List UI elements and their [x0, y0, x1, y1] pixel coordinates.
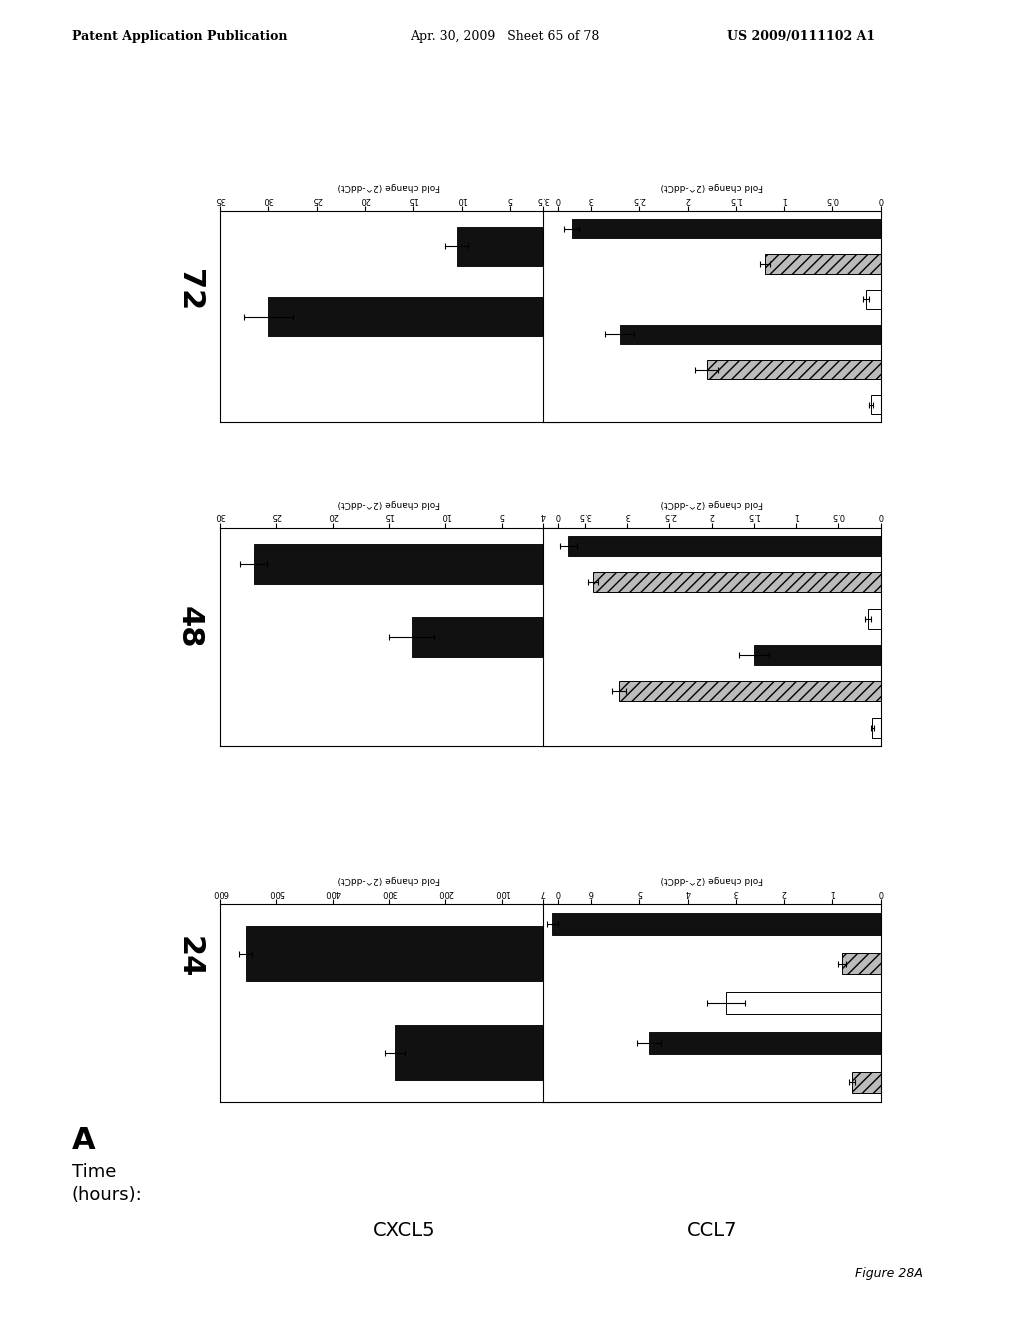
- Bar: [571, 219, 881, 239]
- X-axis label: Fold change (2^-ddCt): Fold change (2^-ddCt): [660, 182, 763, 191]
- Bar: [754, 645, 881, 665]
- Text: CCL7: CCL7: [686, 1221, 737, 1239]
- X-axis label: Fold change (2^-ddCt): Fold change (2^-ddCt): [660, 499, 763, 508]
- Text: Figure 28A: Figure 28A: [855, 1267, 923, 1280]
- Text: CXCL5: CXCL5: [373, 1221, 436, 1239]
- X-axis label: Fold change (2^-ddCt): Fold change (2^-ddCt): [338, 499, 440, 508]
- Bar: [246, 927, 558, 981]
- Bar: [568, 536, 881, 556]
- Bar: [618, 681, 881, 701]
- Bar: [395, 1026, 558, 1080]
- Bar: [620, 325, 881, 345]
- Bar: [553, 368, 558, 407]
- Bar: [552, 913, 881, 935]
- Text: (hours):: (hours):: [72, 1185, 142, 1204]
- X-axis label: Fold change (2^-ddCt): Fold change (2^-ddCt): [338, 875, 440, 884]
- Bar: [268, 297, 558, 337]
- Text: 48: 48: [175, 606, 204, 648]
- X-axis label: Fold change (2^-ddCt): Fold change (2^-ddCt): [338, 182, 440, 191]
- Text: Apr. 30, 2009   Sheet 65 of 78: Apr. 30, 2009 Sheet 65 of 78: [410, 30, 599, 44]
- Bar: [871, 395, 881, 414]
- Text: Time: Time: [72, 1163, 116, 1181]
- Bar: [707, 360, 881, 379]
- Bar: [254, 544, 558, 585]
- Bar: [866, 289, 881, 309]
- Bar: [842, 953, 881, 974]
- Bar: [852, 1072, 881, 1093]
- Text: A: A: [72, 1126, 95, 1155]
- Text: Patent Application Publication: Patent Application Publication: [72, 30, 287, 44]
- Bar: [726, 993, 881, 1014]
- Bar: [765, 255, 881, 273]
- Bar: [649, 1032, 881, 1053]
- Bar: [555, 689, 558, 730]
- Bar: [457, 227, 558, 265]
- Text: 72: 72: [175, 269, 204, 312]
- Text: 24: 24: [175, 936, 204, 978]
- Bar: [412, 616, 558, 657]
- Bar: [594, 573, 881, 593]
- Bar: [872, 718, 881, 738]
- Text: US 2009/0111102 A1: US 2009/0111102 A1: [727, 30, 876, 44]
- Bar: [868, 609, 881, 628]
- X-axis label: Fold change (2^-ddCt): Fold change (2^-ddCt): [660, 875, 763, 884]
